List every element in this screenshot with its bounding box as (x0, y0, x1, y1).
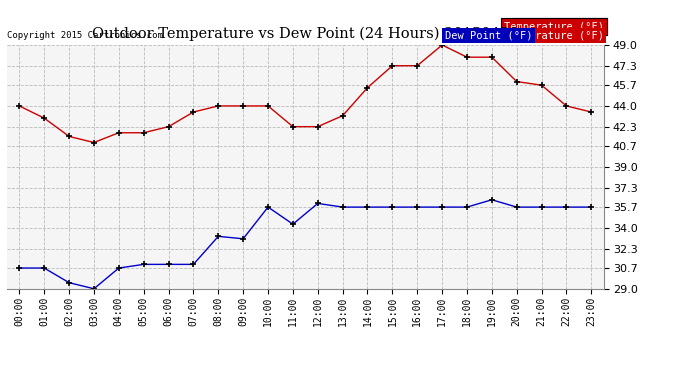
Text: Dew Point (°F): Dew Point (°F) (445, 31, 533, 40)
Text: Copyright 2015 Cartronics.com: Copyright 2015 Cartronics.com (7, 31, 163, 40)
Text: Dew Point (°F): Dew Point (°F) (516, 22, 604, 32)
Title: Outdoor Temperature vs Dew Point (24 Hours) 20150430: Outdoor Temperature vs Dew Point (24 Hou… (92, 27, 519, 41)
Text: Temperature (°F): Temperature (°F) (504, 31, 604, 40)
Text: Temperature (°F): Temperature (°F) (504, 22, 604, 32)
